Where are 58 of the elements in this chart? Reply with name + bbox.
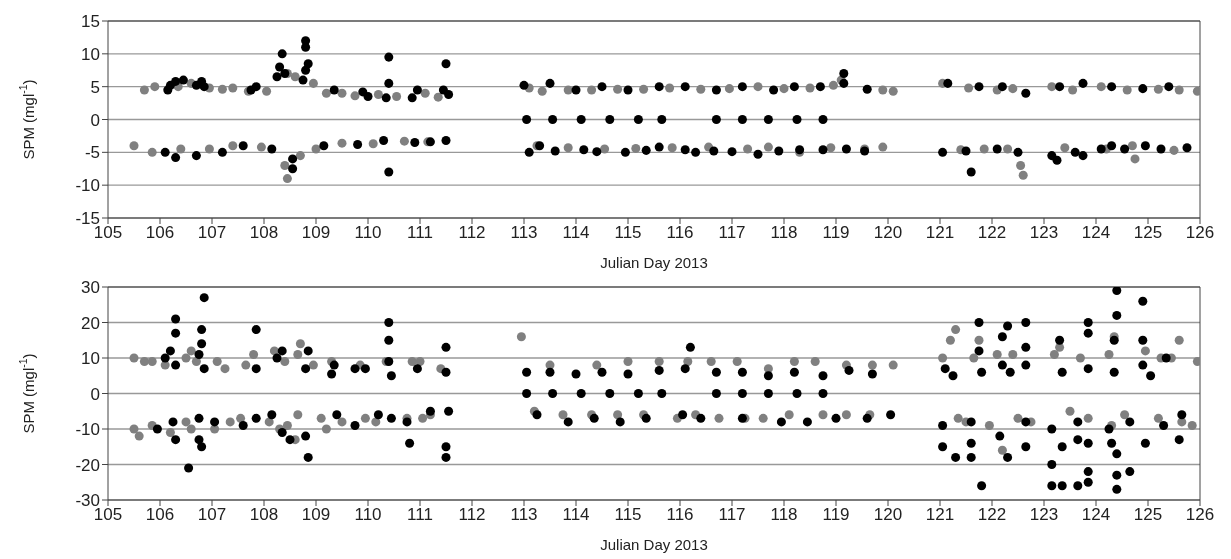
x-tick-label: 124 — [1081, 505, 1111, 525]
x-tick-label: 117 — [718, 505, 746, 525]
y-tick-label: -10 — [75, 420, 100, 440]
y-tick-label: 15 — [81, 12, 100, 32]
y-tick-label: 30 — [81, 278, 100, 298]
x-tick-label: 124 — [1081, 223, 1111, 243]
x-tick-label: 111 — [407, 505, 433, 525]
y-tick-label: 0 — [90, 384, 100, 404]
x-tick-label: 120 — [873, 223, 903, 243]
x-tick-label: 123 — [1029, 505, 1059, 525]
y-tick-label: 10 — [81, 44, 100, 64]
x-tick-label: 126 — [1185, 505, 1215, 525]
x-axis-title: Julian Day 2013 — [600, 254, 708, 271]
x-tick-label: 125 — [1133, 505, 1163, 525]
x-tick-label: 123 — [1029, 223, 1059, 243]
x-tick-label: 117 — [718, 223, 746, 243]
x-tick-label: 121 — [925, 505, 955, 525]
x-tick-label: 105 — [93, 505, 123, 525]
x-tick-label: 112 — [458, 505, 486, 525]
x-tick-label: 110 — [354, 223, 382, 243]
y-tick-label: 20 — [81, 313, 100, 333]
x-tick-label: 114 — [562, 223, 590, 243]
x-tick-label: 118 — [770, 505, 798, 525]
x-tick-label: 115 — [614, 223, 642, 243]
x-tick-label: 114 — [562, 505, 590, 525]
x-tick-label: 125 — [1133, 223, 1163, 243]
x-tick-label: 116 — [666, 223, 694, 243]
y-tick-label: 0 — [90, 110, 100, 130]
y-tick-label: -20 — [75, 455, 100, 475]
x-tick-label: 119 — [822, 505, 850, 525]
x-tick-label: 108 — [249, 505, 279, 525]
x-tick-label: 115 — [614, 505, 642, 525]
x-tick-label: 112 — [458, 223, 486, 243]
y-tick-label: -5 — [84, 143, 100, 163]
x-tick-label: 105 — [93, 223, 123, 243]
x-tick-label: 108 — [249, 223, 279, 243]
x-tick-label: 110 — [354, 505, 382, 525]
x-tick-label: 106 — [145, 505, 175, 525]
x-tick-label: 113 — [510, 505, 538, 525]
x-axis-title: Julian Day 2013 — [600, 536, 708, 553]
x-tick-label: 116 — [666, 505, 694, 525]
x-tick-label: 107 — [197, 505, 227, 525]
x-tick-label: 109 — [301, 505, 331, 525]
x-tick-label: 120 — [873, 505, 903, 525]
x-tick-label: 121 — [925, 223, 955, 243]
x-tick-label: 122 — [977, 223, 1007, 243]
x-tick-label: 113 — [510, 223, 538, 243]
x-tick-label: 111 — [407, 223, 433, 243]
x-tick-label: 119 — [822, 223, 850, 243]
x-tick-label: 106 — [145, 223, 175, 243]
y-tick-label: 10 — [81, 349, 100, 369]
x-tick-label: 126 — [1185, 223, 1215, 243]
x-tick-label: 109 — [301, 223, 331, 243]
y-tick-label: -10 — [75, 176, 100, 196]
x-tick-label: 107 — [197, 223, 227, 243]
x-tick-label: 122 — [977, 505, 1007, 525]
y-tick-label: 5 — [90, 77, 100, 97]
x-tick-label: 118 — [770, 223, 798, 243]
